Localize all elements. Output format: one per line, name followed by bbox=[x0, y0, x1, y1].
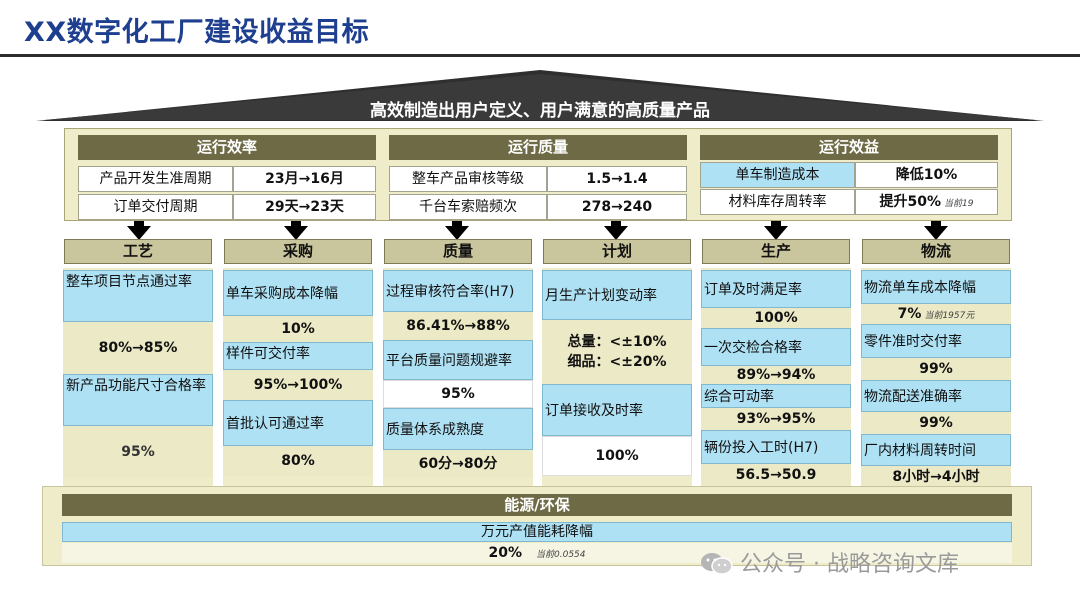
dept-header-process: 工艺 bbox=[64, 239, 212, 264]
efficiency-metric: 产品开发生准周期 bbox=[78, 166, 233, 192]
quality-dept-value: 60分→80分 bbox=[383, 450, 533, 478]
down-arrow-icon bbox=[764, 226, 788, 240]
energy-metric: 万元产值能耗降幅 bbox=[62, 522, 1012, 542]
production-metric: 综合可动率 bbox=[701, 384, 851, 408]
energy-note: 当前0.0554 bbox=[536, 550, 586, 560]
logistics-value: 99% bbox=[861, 358, 1011, 380]
benefit-note: 当前19 bbox=[944, 199, 974, 209]
procurement-value: 95%→100% bbox=[223, 370, 373, 400]
benefit-value: 降低10% bbox=[855, 162, 998, 188]
procurement-metric: 首批认可通过率 bbox=[223, 400, 373, 446]
quality-dept-metric: 过程审核符合率(H7) bbox=[383, 270, 533, 312]
quality-dept-value: 86.41%→88% bbox=[383, 312, 533, 340]
down-arrow-stem bbox=[611, 221, 621, 227]
production-metric: 一次交检合格率 bbox=[701, 328, 851, 366]
procurement-metric: 单车采购成本降幅 bbox=[223, 270, 373, 316]
dept-header-logistics: 物流 bbox=[862, 239, 1010, 264]
quality-value: 1.5→1.4 bbox=[547, 166, 687, 192]
down-arrow-icon bbox=[924, 226, 948, 240]
production-metric: 辆份投入工时(H7) bbox=[701, 430, 851, 464]
benefit-metric: 单车制造成本 bbox=[700, 162, 855, 188]
logistics-value: 99% bbox=[861, 412, 1011, 434]
efficiency-value: 29天→23天 bbox=[233, 194, 376, 220]
procurement-metric: 样件可交付率 bbox=[223, 342, 373, 370]
quality-dept-metric: 质量体系成熟度 bbox=[383, 408, 533, 450]
down-arrow-stem bbox=[771, 221, 781, 227]
category-header-benefit: 运行效益 bbox=[700, 135, 998, 160]
dept-header-quality: 质量 bbox=[384, 239, 532, 264]
category-header-quality: 运行质量 bbox=[389, 135, 687, 160]
planning-value-line: 细品：<±20% bbox=[567, 354, 667, 370]
quality-dept-value: 95% bbox=[383, 380, 533, 408]
down-arrow-stem bbox=[291, 221, 301, 227]
down-arrow-stem bbox=[134, 221, 144, 227]
page-title: XX数字化工厂建设收益目标 bbox=[24, 17, 370, 48]
title-underline bbox=[0, 54, 1080, 57]
quality-metric: 千台车索赔频次 bbox=[389, 194, 547, 220]
process-value: 80%→85% bbox=[63, 322, 213, 374]
production-value: 56.5→50.9 bbox=[701, 464, 851, 486]
logistics-metric: 厂内材料周转时间 bbox=[861, 434, 1011, 466]
efficiency-value: 23月→16月 bbox=[233, 166, 376, 192]
planning-metric: 月生产计划变动率 bbox=[542, 270, 692, 320]
energy-value: 20% 当前0.0554 bbox=[62, 543, 1012, 563]
down-arrow-icon bbox=[604, 226, 628, 240]
down-arrow-stem bbox=[931, 221, 941, 227]
production-value: 89%→94% bbox=[701, 366, 851, 384]
dept-header-production: 生产 bbox=[702, 239, 850, 264]
dept-header-planning: 计划 bbox=[543, 239, 691, 264]
category-header-efficiency: 运行效率 bbox=[78, 135, 376, 160]
watermark: 公众号 · 战略咨询文库 bbox=[700, 546, 959, 578]
production-value: 93%→95% bbox=[701, 408, 851, 430]
process-metric: 新产品功能尺寸合格率 bbox=[63, 374, 213, 426]
process-metric: 整车项目节点通过率 bbox=[63, 270, 213, 322]
dept-header-procurement: 采购 bbox=[224, 239, 372, 264]
production-value: 100% bbox=[701, 308, 851, 328]
logistics-note: 当前1957元 bbox=[924, 311, 975, 321]
watermark-text: 公众号 · 战略咨询文库 bbox=[740, 552, 959, 577]
efficiency-metric: 订单交付周期 bbox=[78, 194, 233, 220]
planning-value: 100% bbox=[542, 436, 692, 476]
down-arrow-icon bbox=[127, 226, 151, 240]
logistics-metric: 零件准时交付率 bbox=[861, 324, 1011, 358]
benefit-metric: 材料库存周转率 bbox=[700, 189, 855, 215]
planning-value-line: 总量：<±10% bbox=[567, 334, 667, 350]
procurement-value: 10% bbox=[223, 316, 373, 342]
down-arrow-icon bbox=[445, 226, 469, 240]
planning-metric: 订单接收及时率 bbox=[542, 384, 692, 436]
procurement-value: 80% bbox=[223, 446, 373, 476]
down-arrow-stem bbox=[452, 221, 462, 227]
logistics-value: 8小时→4小时 bbox=[861, 466, 1011, 488]
quality-dept-metric: 平台质量问题规避率 bbox=[383, 340, 533, 380]
production-metric: 订单及时满足率 bbox=[701, 270, 851, 308]
planning-value: 总量：<±10% 细品：<±20% bbox=[542, 320, 692, 384]
logistics-metric: 物流单车成本降幅 bbox=[861, 270, 1011, 304]
logistics-value: 7% 当前1957元 bbox=[861, 304, 1011, 324]
roof-banner: 高效制造出用户定义、用户满意的高质量产品 bbox=[370, 101, 710, 121]
down-arrow-icon bbox=[284, 226, 308, 240]
benefit-value: 提升50% 当前19 bbox=[855, 189, 998, 215]
energy-header: 能源/环保 bbox=[62, 494, 1012, 516]
wechat-icon bbox=[701, 553, 733, 575]
quality-metric: 整车产品审核等级 bbox=[389, 166, 547, 192]
quality-value: 278→240 bbox=[547, 194, 687, 220]
process-value: 95% bbox=[63, 426, 213, 478]
logistics-metric: 物流配送准确率 bbox=[861, 380, 1011, 412]
